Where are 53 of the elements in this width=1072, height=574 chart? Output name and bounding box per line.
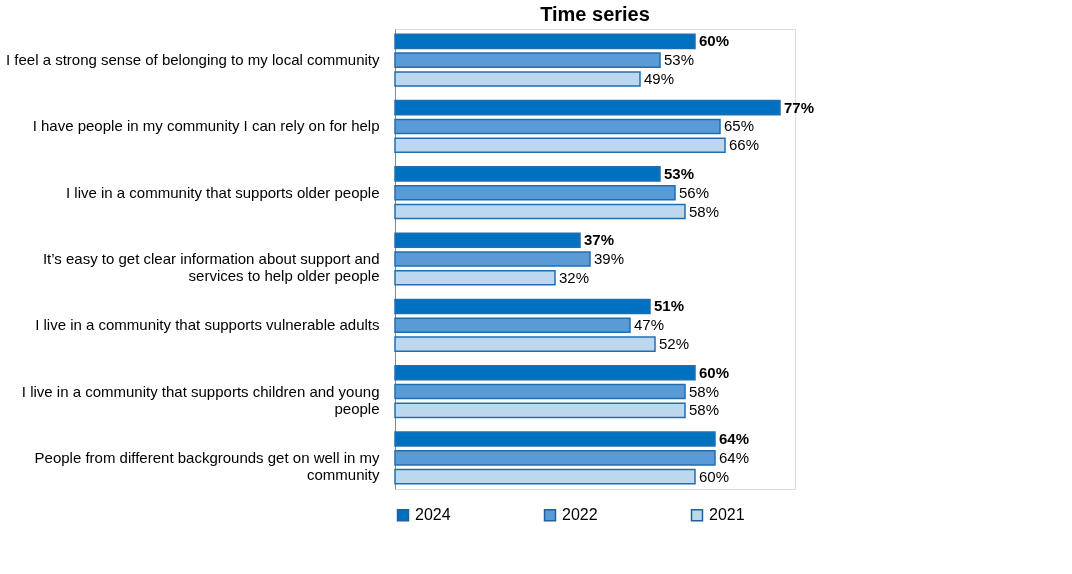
bar xyxy=(394,383,686,400)
data-label: 77% xyxy=(784,98,815,116)
data-label: 64% xyxy=(719,448,750,466)
bar xyxy=(394,364,696,381)
bar xyxy=(394,118,721,135)
y-tick-label: I have people in my community I can rely on for help xyxy=(32,117,380,135)
y-tick-label: I live in a community that supports vulnerable adults xyxy=(35,316,380,334)
y-tick-label: I live in a community that supports older people xyxy=(66,183,380,201)
data-label: 53% xyxy=(664,164,695,182)
bar xyxy=(394,232,581,248)
data-label: 47% xyxy=(634,316,665,334)
bar xyxy=(394,99,781,116)
y-tick-label: I live in a community that supports children and young people xyxy=(21,382,380,417)
bar xyxy=(394,431,716,447)
data-label: 58% xyxy=(689,382,720,400)
bar xyxy=(394,450,716,466)
bar xyxy=(394,298,651,315)
y-tick-label: It’s easy to get clear information about support and services to help older people xyxy=(42,250,380,284)
data-label: 64% xyxy=(719,430,750,448)
bar xyxy=(394,203,686,220)
data-label: 37% xyxy=(584,231,615,249)
bar xyxy=(394,317,631,334)
data-label: 60% xyxy=(699,467,730,485)
data-label: 58% xyxy=(689,202,720,220)
legend-label: 2024 xyxy=(415,506,451,524)
data-label: 65% xyxy=(724,117,755,135)
bar xyxy=(394,402,686,419)
data-label: 66% xyxy=(729,136,760,154)
bar xyxy=(394,137,726,154)
chart-title: Time series xyxy=(540,3,650,25)
bar xyxy=(394,33,696,50)
data-label: 60% xyxy=(699,32,730,50)
legend-label: 2021 xyxy=(709,506,745,524)
data-label: 60% xyxy=(699,363,730,381)
bar xyxy=(394,468,696,485)
bar xyxy=(394,336,656,352)
data-label: 52% xyxy=(659,335,690,353)
y-tick-label: I feel a strong sense of belonging to my local community xyxy=(5,51,380,69)
y-tick-label: People from different backgrounds get on well in my community xyxy=(34,448,380,483)
bar xyxy=(394,71,641,87)
data-label: 39% xyxy=(594,250,625,267)
data-label: 51% xyxy=(654,297,685,315)
bar xyxy=(394,270,556,286)
legend-label: 2022 xyxy=(562,506,598,524)
bar xyxy=(394,184,676,201)
data-label: 56% xyxy=(679,183,710,201)
bar xyxy=(394,52,661,68)
data-label: 58% xyxy=(689,401,720,419)
bar xyxy=(394,166,661,182)
bar xyxy=(394,251,591,267)
data-label: 53% xyxy=(664,51,695,69)
data-label: 49% xyxy=(644,69,675,87)
data-label: 32% xyxy=(559,268,590,286)
